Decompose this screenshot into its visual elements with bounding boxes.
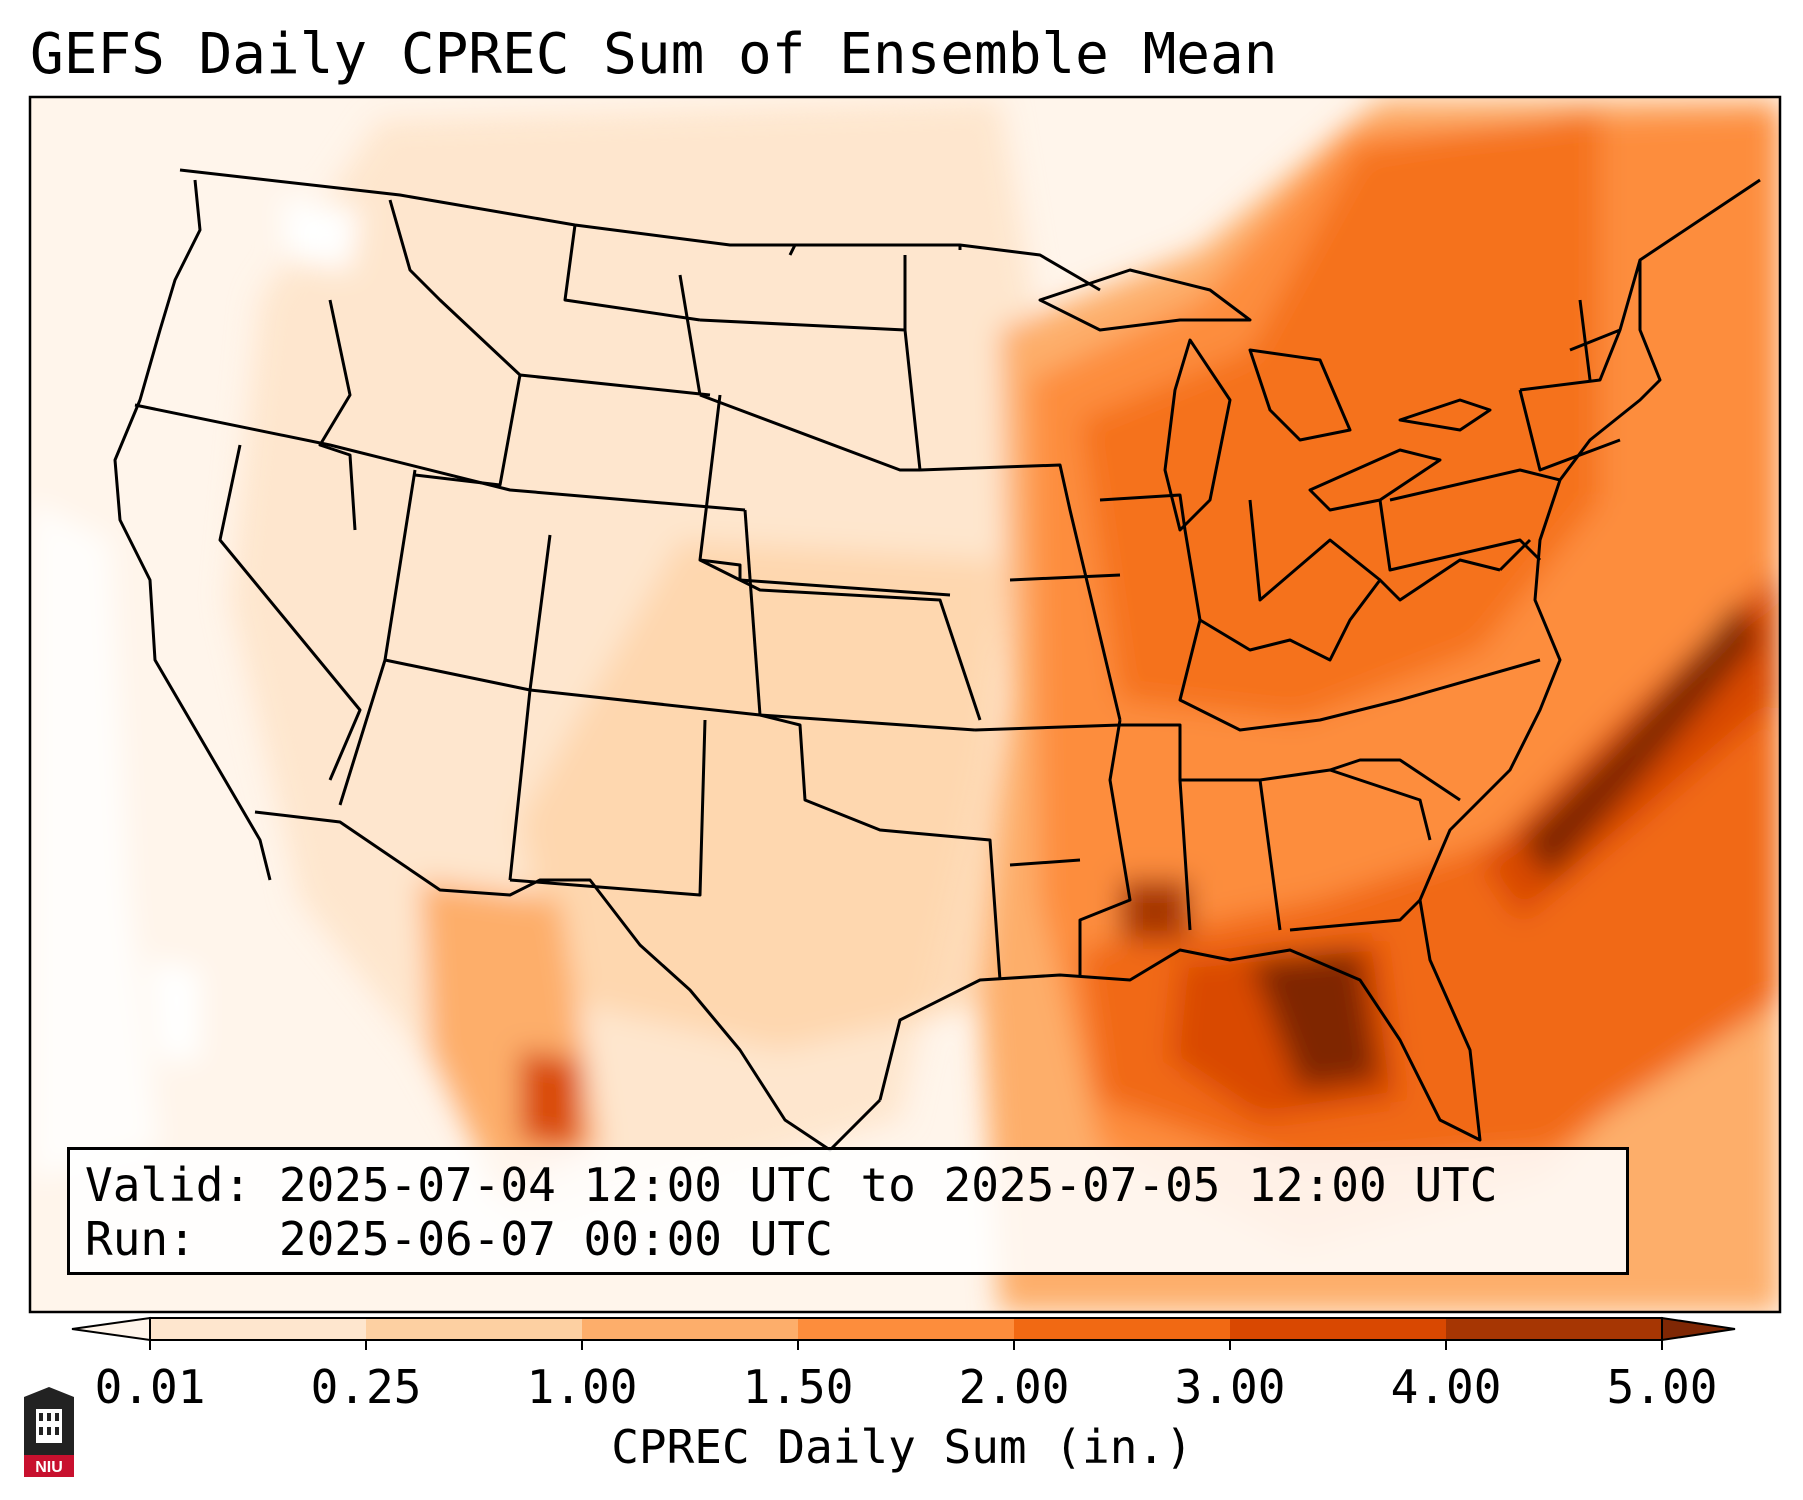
colorbar-segment: [366, 1318, 582, 1340]
university-seal-icon: NIU: [24, 1387, 74, 1477]
colorbar-outline: [149, 1317, 1663, 1341]
colorbar-tick-label: 1.00: [526, 1360, 638, 1414]
colorbar-tick-label: 1.50: [742, 1360, 854, 1414]
info-box: Valid: 2025-07-04 12:00 UTC to 2025-07-0…: [67, 1147, 1629, 1275]
colorbar-tick-label: 2.00: [958, 1360, 1070, 1414]
colorbar-tick-label: 5.00: [1606, 1360, 1718, 1414]
run-label: Run:: [85, 1212, 196, 1266]
colorbar-segment: [1446, 1318, 1662, 1340]
valid-label: Valid:: [85, 1158, 252, 1212]
valid-value: 2025-07-04 12:00 UTC to 2025-07-05 12:00…: [278, 1158, 1498, 1212]
colorbar-segment: [582, 1318, 798, 1340]
svg-text:NIU: NIU: [35, 1459, 63, 1476]
colorbar-label: CPREC Daily Sum (in.): [611, 1420, 1193, 1474]
colorbar-tick-label: 3.00: [1174, 1360, 1286, 1414]
map-title: GEFS Daily CPREC Sum of Ensemble Mean: [30, 22, 1278, 87]
colorbar-segment: [798, 1318, 1014, 1340]
colorbar-tick-label: 4.00: [1390, 1360, 1502, 1414]
colorbar-segment: [1014, 1318, 1230, 1340]
colorbar-extend-high: [1661, 1316, 1736, 1342]
map-frame: [28, 95, 1782, 1314]
colorbar: [71, 1316, 1736, 1350]
run-value: 2025-06-07 00:00 UTC: [278, 1212, 833, 1266]
colorbar-segment: [1230, 1318, 1446, 1340]
colorbar-tick-label: 0.01: [94, 1360, 206, 1414]
state-borders: [113, 168, 1761, 1152]
colorbar-tick-label: 0.25: [310, 1360, 422, 1414]
colorbar-segment: [150, 1318, 366, 1340]
colorbar-extend-low: [71, 1316, 151, 1342]
